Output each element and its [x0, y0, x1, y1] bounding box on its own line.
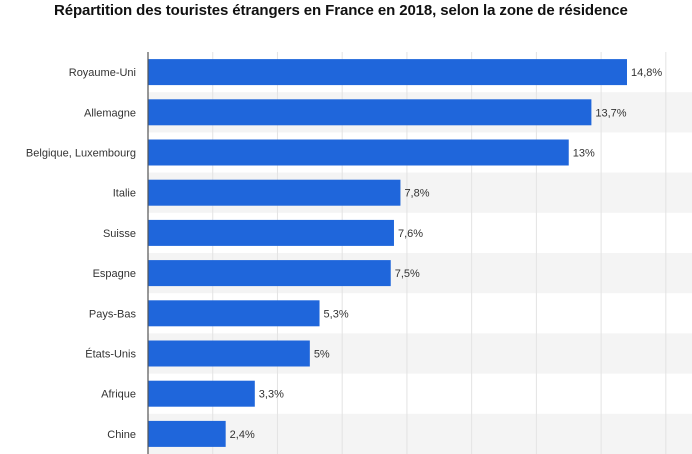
category-label: Belgique, Luxembourg: [26, 148, 136, 160]
bar: [148, 300, 320, 327]
value-label: 13%: [573, 148, 595, 160]
bar: [148, 380, 255, 407]
value-label: 3,3%: [259, 389, 284, 401]
bar: [148, 99, 592, 126]
category-label: Chine: [107, 429, 136, 441]
category-label: Pays-Bas: [89, 308, 137, 320]
bar: [148, 420, 226, 447]
category-label: Italie: [113, 188, 136, 200]
category-label: Royaume-Uni: [69, 67, 136, 79]
category-label: États-Unis: [85, 348, 136, 361]
category-label: Allemagne: [84, 107, 136, 119]
bar: [148, 219, 394, 246]
bar: [148, 179, 401, 206]
bar: [148, 59, 627, 86]
value-label: 14,8%: [631, 67, 662, 79]
value-label: 7,8%: [404, 188, 429, 200]
chart-title: Répartition des touristes étrangers en F…: [54, 2, 628, 19]
bar: [148, 340, 310, 367]
category-label: Afrique: [101, 389, 136, 401]
value-label: 13,7%: [595, 107, 626, 119]
value-label: 2,4%: [230, 429, 255, 441]
value-label: 5%: [314, 349, 330, 361]
bar: [148, 139, 569, 166]
value-label: 7,5%: [395, 268, 420, 280]
bar: [148, 260, 391, 287]
category-label: Espagne: [93, 268, 136, 280]
category-label: Suisse: [103, 228, 136, 240]
value-label: 7,6%: [398, 228, 423, 240]
value-label: 5,3%: [324, 308, 349, 320]
